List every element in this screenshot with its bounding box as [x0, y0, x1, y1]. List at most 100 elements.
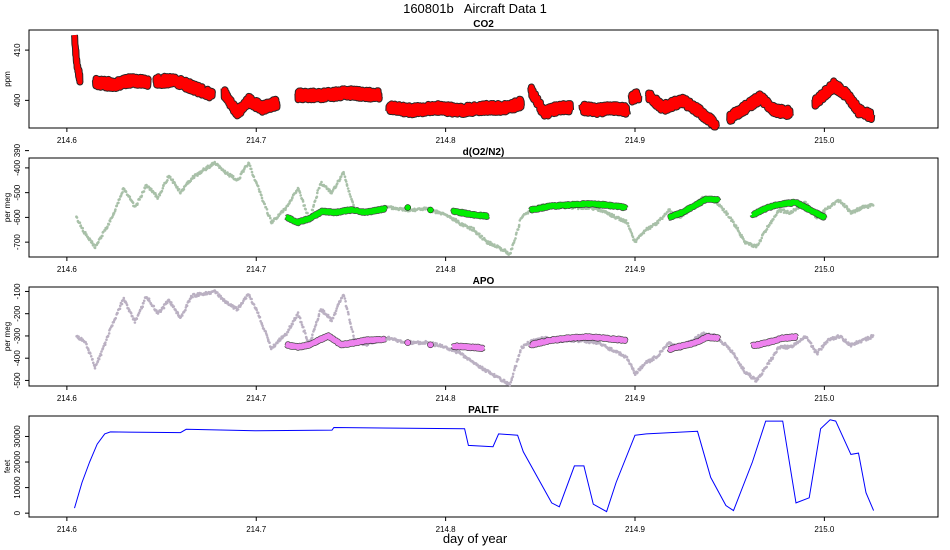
apo-full-point	[122, 296, 126, 300]
apo-y-tick-label: -200	[13, 305, 22, 322]
o2n2-full-point	[297, 187, 300, 191]
o2n2-full-point	[257, 188, 261, 191]
apo-full-point	[342, 294, 346, 298]
o2n2-full-point	[268, 214, 271, 218]
paltf-y-axis-label: feet	[3, 459, 12, 473]
co2-series-segment	[579, 101, 630, 117]
o2n2-full-point	[247, 162, 251, 165]
o2n2-full-point	[75, 216, 79, 219]
o2n2-full-point	[298, 191, 302, 194]
apo-full-point	[349, 325, 353, 329]
o2n2-full-point	[516, 228, 520, 231]
apo-full-point	[128, 308, 131, 312]
o2n2-full-point	[610, 212, 614, 216]
o2n2-full-point	[93, 246, 97, 250]
apo-selected-segment	[528, 333, 628, 348]
o2n2-selected-segment	[667, 196, 721, 220]
apo-full-point	[300, 323, 304, 327]
apo-panel-title: APO	[473, 276, 495, 287]
apo-full-point	[155, 309, 158, 312]
apo-full-point	[296, 311, 300, 314]
o2n2-full-point	[345, 184, 349, 187]
co2-series-segment	[386, 96, 524, 118]
apo-full-point	[387, 335, 391, 339]
apo-full-point	[116, 311, 119, 315]
o2n2-full-point	[648, 227, 652, 230]
apo-full-point	[732, 352, 736, 355]
apo-full-point	[522, 346, 525, 349]
o2n2-full-point	[176, 185, 179, 189]
o2n2-full-point	[346, 187, 350, 190]
o2n2-full-point	[290, 198, 293, 202]
o2n2-full-point	[342, 172, 346, 176]
apo-full-point	[256, 311, 260, 315]
apo-full-point	[840, 335, 844, 339]
apo-full-point	[488, 370, 492, 374]
o2n2-full-point	[106, 225, 109, 228]
o2n2-full-point	[642, 231, 646, 235]
co2-panel-title: CO2	[473, 19, 494, 30]
co2-x-tick-label: 214.8	[436, 136, 457, 145]
o2n2-full-point	[107, 223, 111, 226]
o2n2-full-point	[299, 194, 303, 197]
apo-full-point	[335, 307, 339, 310]
apo-full-point	[350, 328, 354, 331]
apo-full-point	[226, 301, 230, 304]
apo-full-point	[351, 330, 355, 334]
x-axis-label: day of year	[442, 531, 508, 546]
apo-full-point	[114, 316, 117, 320]
o2n2-full-point	[631, 235, 635, 239]
apo-full-point	[138, 308, 142, 312]
co2-y-tick-label: 400	[13, 93, 22, 107]
apo-full-point	[661, 349, 664, 353]
o2n2-full-point	[478, 232, 481, 236]
o2n2-full-point	[169, 175, 172, 179]
o2n2-full-point	[772, 217, 775, 221]
o2n2-full-point	[769, 221, 773, 225]
apo-full-point	[760, 372, 764, 375]
o2n2-full-point	[338, 177, 342, 181]
o2n2-full-point	[634, 240, 638, 244]
o2n2-full-point	[263, 202, 267, 206]
o2n2-full-point	[860, 206, 864, 210]
apo-full-point	[871, 334, 875, 337]
o2n2-full-point	[97, 240, 100, 244]
o2n2-full-point	[646, 228, 650, 231]
o2n2-x-tick-label: 215.0	[814, 265, 835, 274]
o2n2-full-point	[312, 203, 316, 207]
paltf-x-tick-label: 214.6	[57, 525, 78, 534]
apo-full-point	[515, 360, 519, 363]
o2n2-full-point	[138, 198, 141, 201]
paltf-y-tick-label: 10000	[13, 476, 22, 499]
apo-full-point	[652, 358, 655, 362]
o2n2-full-point	[775, 213, 778, 217]
o2n2-full-point	[112, 212, 116, 215]
co2-x-tick-label: 214.9	[625, 136, 646, 145]
o2n2-full-point	[720, 206, 724, 209]
apo-full-point	[435, 342, 439, 345]
o2n2-full-point	[173, 181, 176, 184]
apo-full-point	[844, 338, 847, 342]
apo-full-point	[492, 372, 496, 376]
apo-full-point	[286, 330, 290, 334]
apo-full-point	[348, 318, 351, 322]
apo-full-point	[347, 312, 350, 316]
apo-full-point	[118, 307, 122, 311]
apo-full-point	[514, 364, 518, 368]
apo-full-point	[775, 350, 778, 354]
apo-full-point	[502, 378, 506, 382]
apo-full-point	[509, 380, 513, 384]
apo-full-point	[343, 297, 347, 300]
o2n2-full-point	[791, 210, 795, 214]
apo-full-point	[255, 308, 258, 312]
apo-full-point	[300, 320, 303, 324]
o2n2-full-point	[655, 223, 658, 226]
co2-x-tick-label: 214.6	[57, 136, 78, 145]
apo-full-point	[821, 345, 825, 349]
co2-x-tick-label: 215.0	[814, 136, 835, 145]
o2n2-full-point	[724, 210, 728, 213]
apo-full-point	[77, 335, 80, 339]
apo-full-point	[85, 342, 88, 346]
apo-full-point	[756, 377, 760, 381]
o2n2-full-point	[736, 226, 740, 230]
